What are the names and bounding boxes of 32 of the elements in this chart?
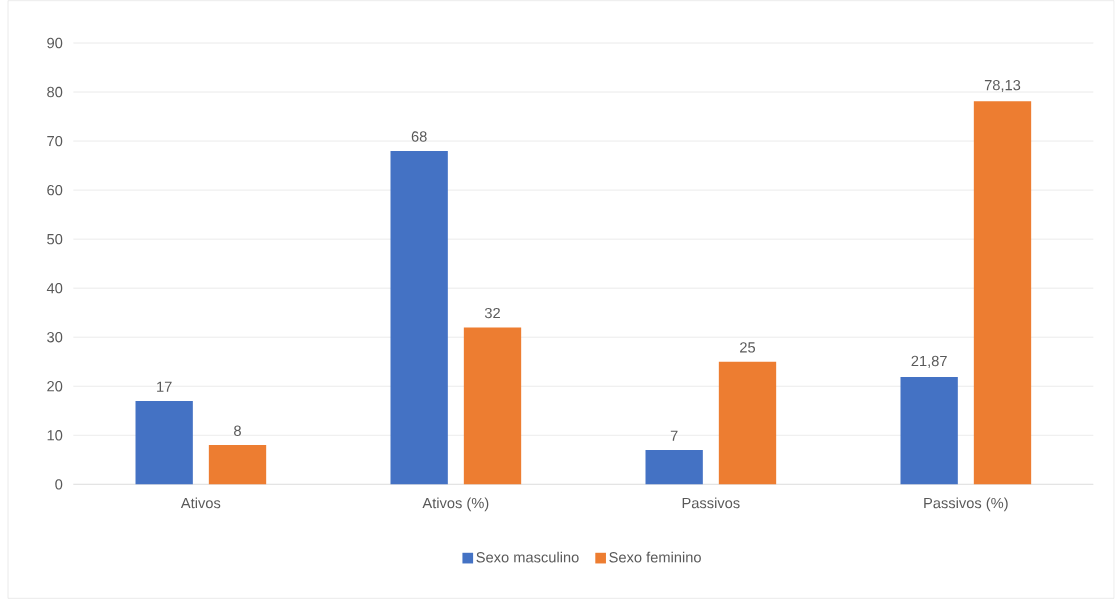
y-tick-label: 30 bbox=[47, 332, 63, 343]
y-tick-label: 60 bbox=[47, 184, 63, 196]
data-label: 68 bbox=[411, 131, 427, 142]
y-tick-label: 40 bbox=[46, 283, 63, 294]
data-label: 25 bbox=[740, 342, 756, 353]
y-tick-label: 50 bbox=[47, 233, 63, 245]
x-tick-label: Passivos bbox=[682, 497, 740, 509]
x-tick-label: Passivos (%) bbox=[924, 497, 1008, 512]
bar bbox=[390, 150, 448, 485]
data-label: 17 bbox=[157, 381, 172, 392]
bar bbox=[645, 449, 703, 485]
bar bbox=[973, 101, 1032, 485]
bar bbox=[718, 361, 777, 485]
data-label: 32 bbox=[484, 307, 500, 319]
y-tick-label: 90 bbox=[47, 37, 63, 49]
data-label: 8 bbox=[234, 425, 241, 436]
x-tick-label: Ativos (%) bbox=[422, 497, 489, 512]
x-tick-label: Ativos bbox=[180, 497, 221, 509]
bar bbox=[135, 400, 193, 485]
y-tick-label: 70 bbox=[47, 135, 63, 147]
legend-label: Sexo masculino bbox=[476, 551, 579, 563]
y-tick-label: 80 bbox=[47, 86, 63, 98]
y-tick-label: 10 bbox=[47, 430, 63, 441]
data-label: 78,13 bbox=[984, 79, 1021, 93]
bar bbox=[900, 377, 958, 485]
bar bbox=[208, 445, 267, 485]
bar bbox=[463, 327, 522, 485]
y-tick-label: 20 bbox=[47, 381, 63, 392]
y-tick-label: 0 bbox=[55, 479, 63, 490]
data-label: 7 bbox=[670, 430, 678, 441]
legend-label: Sexo feminino bbox=[609, 551, 701, 563]
data-label: 21,87 bbox=[911, 355, 947, 368]
